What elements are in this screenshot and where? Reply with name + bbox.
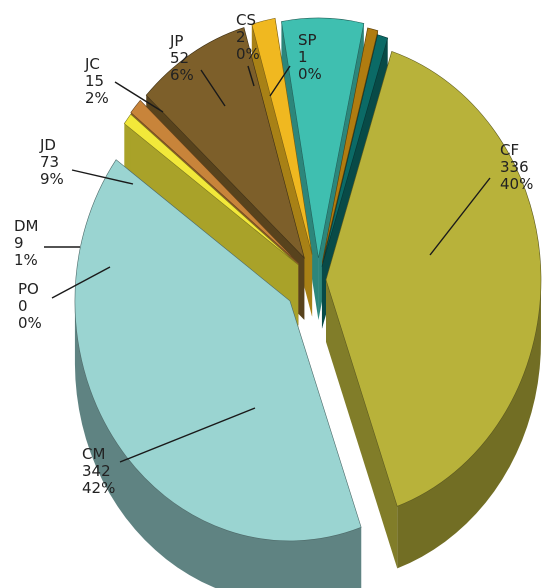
label-jp-name: JP	[169, 32, 183, 50]
leader-cs	[247, 65, 255, 87]
slice-cf	[325, 50, 542, 569]
label-jc: JC 15 2%	[84, 55, 109, 107]
label-po-name: PO	[18, 280, 39, 298]
label-sp: SP 1 0%	[298, 31, 322, 83]
leader-sp	[269, 65, 291, 97]
label-dm: DM 9 1%	[14, 217, 43, 269]
label-jp: JP 52 6%	[169, 32, 194, 84]
label-jp-percent: 6%	[170, 66, 194, 84]
label-sp-value: 1	[298, 48, 308, 66]
label-cf: CF 336 40%	[500, 141, 533, 193]
label-cm-name: CM	[82, 445, 105, 463]
slice-labels: CF 336 40% CM 342 42% PO 0 0% DM 9 1% JD…	[14, 11, 533, 497]
leader-lines	[44, 65, 491, 463]
label-jc-value: 15	[85, 72, 104, 90]
slice-cf-top	[325, 50, 542, 507]
label-jp-value: 52	[170, 49, 189, 67]
slice-jp-top	[281, 17, 365, 259]
label-po-value: 0	[18, 297, 28, 315]
label-cs: CS 2 0%	[236, 11, 261, 63]
label-dm-value: 9	[14, 234, 24, 252]
label-jc-name: JC	[84, 55, 100, 73]
leader-po	[51, 266, 111, 299]
label-cm-value: 342	[82, 462, 111, 480]
slice-cm	[74, 159, 362, 588]
label-dm-name: DM	[14, 217, 39, 235]
label-jd-name: JD	[39, 136, 56, 154]
pie-slices	[74, 17, 542, 588]
label-cs-value: 2	[236, 28, 246, 46]
label-jd-percent: 9%	[40, 170, 64, 188]
label-cm-percent: 42%	[82, 479, 115, 497]
label-cs-name: CS	[236, 11, 256, 29]
label-cm: CM 342 42%	[82, 445, 115, 497]
leader-jp	[200, 69, 226, 107]
label-jd-value: 73	[40, 153, 59, 171]
label-jd: JD 73 9%	[39, 136, 64, 188]
slice-cf-wall-1	[325, 279, 398, 569]
leader-cf	[429, 177, 491, 256]
leader-cm	[119, 407, 256, 463]
slice-jc-top	[251, 17, 313, 255]
slice-cs-top	[321, 27, 379, 263]
label-po: PO 0 0%	[18, 280, 44, 332]
slice-sp-top	[321, 34, 389, 267]
label-po-percent: 0%	[18, 314, 42, 332]
label-cf-name: CF	[500, 141, 519, 159]
slice-cf-rim	[397, 276, 541, 569]
leader-jc	[114, 81, 164, 113]
leader-jd	[71, 169, 134, 185]
label-cf-value: 336	[500, 158, 529, 176]
label-sp-name: SP	[298, 31, 317, 49]
label-cf-percent: 40%	[500, 175, 533, 193]
slice-dm-top	[130, 99, 299, 264]
label-cs-percent: 0%	[236, 45, 260, 63]
label-sp-percent: 0%	[298, 65, 322, 83]
label-dm-percent: 1%	[14, 251, 38, 269]
label-jc-percent: 2%	[85, 89, 109, 107]
slice-po-top	[123, 113, 299, 266]
slice-cm-top	[74, 159, 362, 542]
slice-jd-top	[145, 27, 305, 259]
slice-cm-rim	[74, 302, 362, 588]
